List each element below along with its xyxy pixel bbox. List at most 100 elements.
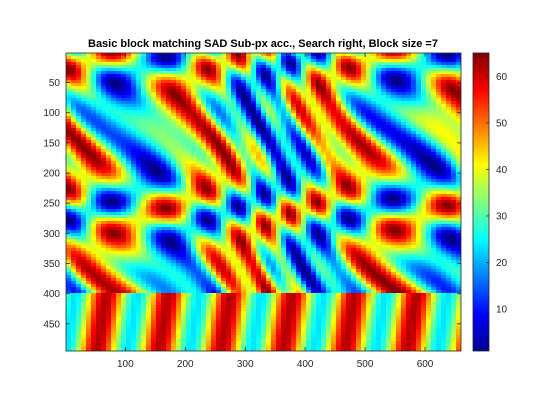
heatmap-cell (81, 86, 86, 89)
heatmap-cell (316, 71, 321, 74)
heatmap-cell (406, 92, 411, 95)
heatmap-cell (311, 239, 316, 242)
heatmap-cell (391, 125, 396, 128)
heatmap-cell (356, 131, 361, 134)
heatmap-cell (386, 152, 391, 155)
heatmap-cell (336, 92, 341, 95)
heatmap-cell (126, 104, 131, 107)
heatmap-cell (136, 212, 141, 215)
heatmap-cell (151, 71, 156, 74)
heatmap-cell (141, 77, 146, 80)
heatmap-cell (346, 146, 351, 149)
heatmap-cell (346, 173, 351, 176)
heatmap-cell (421, 107, 426, 110)
heatmap-cell (236, 224, 241, 227)
heatmap-cell (301, 155, 306, 158)
heatmap-cell (426, 56, 431, 59)
heatmap-cell (86, 110, 91, 113)
heatmap-cell (126, 92, 131, 95)
heatmap-cell (346, 110, 351, 113)
heatmap-cell (376, 209, 381, 212)
heatmap-cell (186, 125, 191, 128)
heatmap-cell (401, 188, 406, 191)
heatmap-cell (246, 140, 251, 143)
heatmap-cell (76, 113, 81, 116)
heatmap-cell (86, 74, 91, 77)
heatmap-cell (166, 194, 171, 197)
heatmap-cell (391, 167, 396, 170)
heatmap-cell (151, 101, 156, 104)
heatmap-cell (201, 164, 206, 167)
heatmap-cell (366, 89, 371, 92)
heatmap-cell (136, 113, 141, 116)
heatmap-cell (291, 125, 296, 128)
heatmap-cell (206, 80, 211, 83)
heatmap-cell (366, 113, 371, 116)
heatmap-cell (111, 152, 116, 155)
heatmap-cell (251, 98, 256, 101)
heatmap-cell (76, 206, 81, 209)
heatmap-cell (241, 68, 246, 71)
heatmap-cell (446, 56, 451, 59)
heatmap-cell (346, 152, 351, 155)
heatmap-cell (136, 89, 141, 92)
heatmap-cell (116, 212, 121, 215)
heatmap-cell (431, 236, 436, 239)
heatmap-cell (381, 83, 386, 86)
heatmap-cell (376, 194, 381, 197)
heatmap-cell (91, 65, 96, 68)
heatmap-cell (406, 131, 411, 134)
heatmap-cell (116, 152, 121, 155)
heatmap-cell (246, 167, 251, 170)
heatmap-cell (171, 155, 176, 158)
heatmap-cell (126, 65, 131, 68)
heatmap-cell (441, 167, 446, 170)
heatmap-cell (76, 86, 81, 89)
heatmap-cell (391, 230, 396, 233)
heatmap-cell (121, 131, 126, 134)
heatmap-cell (271, 68, 276, 71)
heatmap-cell (421, 161, 426, 164)
heatmap-cell (226, 83, 231, 86)
heatmap-cell (116, 125, 121, 128)
heatmap-cell (81, 227, 86, 230)
heatmap-cell (286, 59, 291, 62)
heatmap-cell (196, 101, 201, 104)
heatmap-cell (316, 221, 321, 224)
heatmap-cell (176, 101, 181, 104)
heatmap-cell (261, 143, 266, 146)
heatmap-cell (366, 197, 371, 200)
heatmap-cell (216, 74, 221, 77)
heatmap-cell (191, 131, 196, 134)
heatmap-cell (146, 92, 151, 95)
heatmap-cell (261, 110, 266, 113)
heatmap-cell (336, 194, 341, 197)
heatmap-cell (151, 83, 156, 86)
heatmap-cell (456, 197, 461, 200)
heatmap-cell (326, 236, 331, 239)
heatmap-cell (276, 65, 281, 68)
heatmap-cell (251, 179, 256, 182)
heatmap-cell (136, 236, 141, 239)
heatmap-cell (366, 167, 371, 170)
heatmap-cell (76, 59, 81, 62)
heatmap-cell (336, 161, 341, 164)
heatmap-cell (176, 98, 181, 101)
heatmap-cell (316, 182, 321, 185)
heatmap-cell (241, 92, 246, 95)
heatmap-cell (341, 122, 346, 125)
heatmap-cell (131, 77, 136, 80)
heatmap-cell (231, 134, 236, 137)
heatmap-cell (356, 152, 361, 155)
heatmap-cell (91, 59, 96, 62)
heatmap-cell (286, 227, 291, 230)
heatmap-cell (406, 161, 411, 164)
heatmap-cell (91, 80, 96, 83)
heatmap-cell (431, 218, 436, 221)
heatmap-cell (191, 236, 196, 239)
heatmap-cell (381, 65, 386, 68)
heatmap-cell (286, 230, 291, 233)
heatmap-cell (411, 113, 416, 116)
heatmap-cell (241, 212, 246, 215)
heatmap-cell (66, 200, 71, 203)
